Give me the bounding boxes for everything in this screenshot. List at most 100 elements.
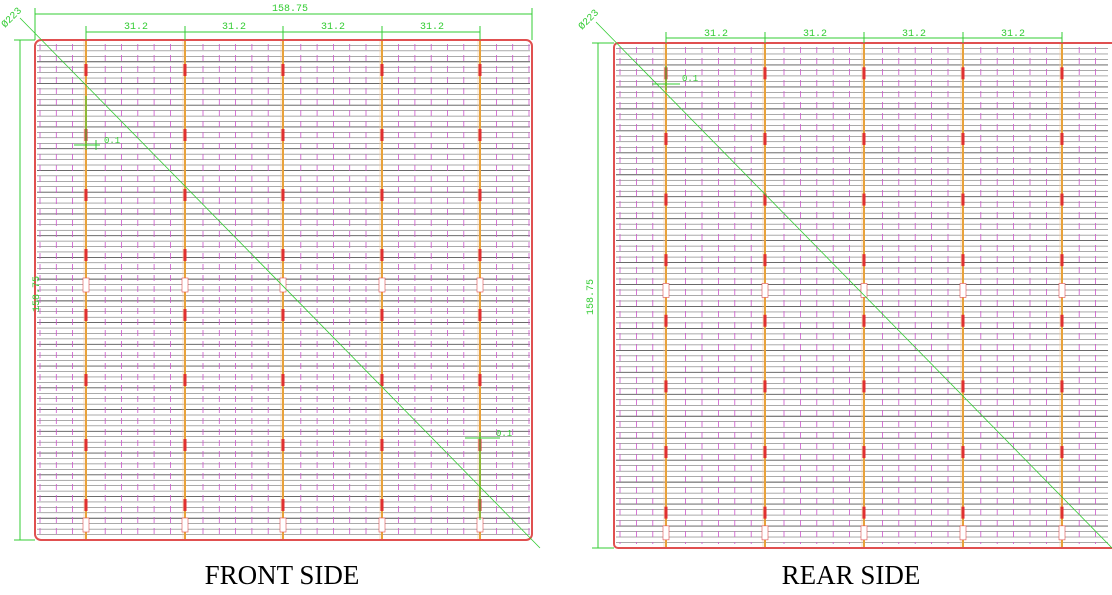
rear-solder-pad	[1060, 506, 1064, 519]
rear-solder-pad	[961, 67, 965, 80]
front-busbar-break	[279, 277, 287, 293]
front-solder-pad	[478, 374, 482, 386]
rear-solder-pad	[1060, 446, 1064, 459]
front-detail-callout-bottom	[465, 432, 500, 520]
rear-solder-pad	[862, 446, 866, 459]
rear-solder-pad	[862, 193, 866, 206]
front-busbar-break	[82, 277, 90, 293]
front-pitch-label-3: 31.2	[321, 22, 345, 33]
front-solder-pad	[183, 189, 187, 201]
rear-solder-pad	[1060, 254, 1064, 267]
front-side-caption: FRONT SIDE	[204, 560, 360, 590]
rear-corner-diameter-label: Ø223	[576, 7, 601, 32]
front-pitch-dimension-lines	[85, 26, 481, 40]
front-solder-pad	[84, 189, 88, 201]
front-height-label: 158.75	[32, 276, 43, 312]
rear-busbar-break	[761, 525, 769, 541]
rear-side-caption: REAR SIDE	[781, 560, 921, 590]
rear-detail-label-top: 0.1	[682, 74, 698, 84]
front-solder-pad	[380, 129, 384, 141]
front-solder-pad	[478, 309, 482, 321]
front-solder-pad	[183, 64, 187, 76]
front-solder-pad	[478, 189, 482, 201]
front-pitch-label-2: 31.2	[222, 22, 246, 33]
front-pitch-label-1: 31.2	[124, 22, 148, 33]
front-solder-pad	[380, 309, 384, 321]
rear-solder-pad	[961, 132, 965, 145]
front-solder-pad	[84, 64, 88, 76]
rear-pitch-label-1: 31.2	[704, 29, 728, 40]
front-solder-pad	[281, 309, 285, 321]
front-solder-pad	[281, 374, 285, 386]
front-solder-pad	[183, 309, 187, 321]
rear-solder-pad	[862, 380, 866, 393]
rear-side-drawing: 31.2 31.2 31.2 31.2 158.75 Ø223 0.1	[576, 7, 1112, 549]
rear-solder-pad	[763, 446, 767, 459]
rear-pitch-dimension-lines	[665, 32, 1063, 43]
rear-solder-pad	[664, 132, 668, 145]
rear-solder-pad	[763, 314, 767, 327]
rear-solder-pad	[763, 506, 767, 519]
rear-busbar-break	[662, 283, 670, 298]
rear-pitch-label-3: 31.2	[902, 29, 926, 40]
front-width-label: 158.75	[272, 4, 308, 15]
front-width-dimension	[34, 8, 533, 40]
front-solder-pad	[183, 129, 187, 141]
front-diagonal-line	[19, 17, 541, 549]
rear-solder-pad	[961, 380, 965, 393]
rear-solder-pad	[763, 193, 767, 206]
rear-solder-pad	[1060, 132, 1064, 145]
rear-solder-pad	[862, 314, 866, 327]
rear-solder-pad	[763, 67, 767, 80]
rear-solder-pad	[763, 254, 767, 267]
rear-pitch-label-4: 31.2	[1001, 29, 1025, 40]
front-solder-pad	[380, 249, 384, 261]
front-solder-pad	[281, 249, 285, 261]
front-solder-pad	[380, 64, 384, 76]
rear-solder-pad	[961, 446, 965, 459]
front-detail-label-top: 0.1	[104, 136, 120, 146]
front-detail-label-bottom: 0.1	[496, 429, 512, 439]
rear-solder-pad	[961, 254, 965, 267]
rear-solder-pad	[664, 193, 668, 206]
front-solder-pad	[84, 249, 88, 261]
rear-solder-pad	[961, 314, 965, 327]
front-busbar-break	[181, 277, 189, 293]
front-solder-pad	[380, 374, 384, 386]
front-busbar-break	[279, 517, 287, 533]
front-busbar-break	[82, 517, 90, 533]
front-solder-pad	[281, 499, 285, 511]
rear-solder-pad	[961, 193, 965, 206]
front-solder-pad	[281, 189, 285, 201]
rear-solder-pad	[763, 132, 767, 145]
front-solder-pad	[84, 499, 88, 511]
front-busbar-break	[181, 517, 189, 533]
front-solder-pad	[183, 249, 187, 261]
rear-busbar-break	[959, 525, 967, 541]
front-solder-pad	[478, 129, 482, 141]
front-side-drawing: 158.75 31.2 31.2 31.2 31.2 158.75 Ø223	[0, 4, 541, 549]
rear-solder-pad	[763, 380, 767, 393]
front-solder-pad	[281, 64, 285, 76]
front-solder-pad	[183, 499, 187, 511]
rear-solder-pad	[664, 506, 668, 519]
rear-solder-pad	[862, 67, 866, 80]
front-vertical-dashes	[39, 44, 530, 536]
rear-solder-pad	[862, 132, 866, 145]
front-height-dimension	[14, 39, 35, 541]
rear-busbar-break	[761, 283, 769, 298]
front-busbar-break	[378, 277, 386, 293]
rear-solder-pad	[664, 314, 668, 327]
rear-solder-pad	[1060, 193, 1064, 206]
front-solder-pad	[281, 439, 285, 451]
rear-solder-pad	[664, 254, 668, 267]
front-solder-pad	[84, 374, 88, 386]
front-detail-callout-top	[74, 96, 100, 150]
front-solder-pad	[380, 189, 384, 201]
rear-busbar-break	[662, 525, 670, 541]
rear-diagonal-line	[595, 21, 1112, 549]
rear-solder-pad	[664, 446, 668, 459]
rear-busbar-break	[959, 283, 967, 298]
rear-solder-pad	[862, 506, 866, 519]
